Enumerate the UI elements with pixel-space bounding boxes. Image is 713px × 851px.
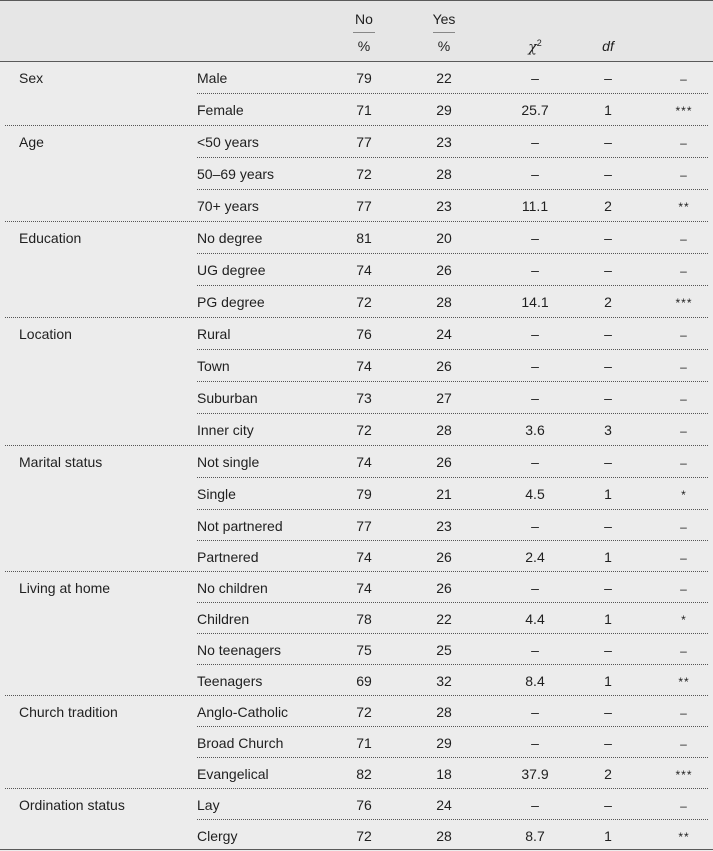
table-row: UG degree 74 26– – – bbox=[0, 254, 713, 286]
row-separator bbox=[197, 413, 708, 414]
row-separator bbox=[197, 757, 708, 758]
table-row: Teenagers 69 32 8.4 1 ** bbox=[0, 665, 713, 696]
table-row: 50–69 years 72 28– – – bbox=[0, 158, 713, 190]
header-yes-unit: % bbox=[437, 38, 451, 54]
row-level-label: Teenagers bbox=[197, 673, 263, 689]
table-row: Broad Church 71 29– – – bbox=[0, 727, 713, 758]
row-separator bbox=[5, 571, 708, 572]
row-separator bbox=[197, 349, 708, 350]
row-separator bbox=[197, 381, 708, 382]
row-separator bbox=[197, 157, 708, 158]
row-level-label: No degree bbox=[197, 230, 263, 246]
row-separator bbox=[5, 317, 708, 318]
row-level-label: Single bbox=[197, 486, 236, 502]
table-row: Sex Male 79 22– – – bbox=[0, 62, 713, 94]
header-no: No bbox=[355, 11, 373, 27]
row-level-label: Evangelical bbox=[197, 766, 269, 782]
row-level-label: Not single bbox=[197, 454, 260, 470]
header-yes: Yes bbox=[432, 11, 456, 27]
row-separator bbox=[197, 602, 708, 603]
row-group-label: Education bbox=[19, 230, 82, 246]
row-level-label: No children bbox=[197, 580, 268, 596]
table-row: Evangelical 82 18 37.9 2 *** bbox=[0, 758, 713, 789]
row-level-label: UG degree bbox=[197, 262, 266, 278]
table-row: Partnered 74 26 2.4 1– bbox=[0, 541, 713, 572]
table-row: Single 79 21 4.5 1 * bbox=[0, 478, 713, 510]
row-separator bbox=[197, 477, 708, 478]
row-level-label: 70+ years bbox=[197, 198, 259, 214]
table-row: Clergy 72 28 8.7 1 ** bbox=[197, 828, 690, 844]
row-level-label: Clergy bbox=[197, 828, 238, 844]
header-yes-rule bbox=[433, 32, 455, 33]
header-no-rule bbox=[353, 32, 375, 33]
row-level-label: Partnered bbox=[197, 549, 259, 565]
table-row: Education No degree 81 20– – – bbox=[0, 222, 713, 254]
row-separator bbox=[197, 93, 708, 94]
table-row: Children 78 22 4.4 1 * bbox=[0, 603, 713, 634]
table-row: Female 71 29 25.7 1 *** bbox=[0, 94, 713, 126]
row-group-label: Living at home bbox=[19, 580, 111, 596]
table-row: 70+ years 77 23 11.1 2 ** bbox=[0, 190, 713, 222]
row-group-label: Sex bbox=[19, 70, 44, 86]
row-group-label: Age bbox=[19, 134, 44, 150]
row-separator bbox=[5, 695, 708, 696]
row-level-label: 50–69 years bbox=[197, 166, 275, 182]
row-level-label: Broad Church bbox=[197, 735, 284, 751]
table-row: No teenagers 75 25– – – bbox=[0, 634, 713, 665]
table-row: Town 74 26– – – bbox=[0, 350, 713, 382]
row-level-label: No teenagers bbox=[197, 642, 282, 658]
row-level-label: Town bbox=[197, 358, 230, 374]
row-separator bbox=[197, 285, 708, 286]
row-group-label: Marital status bbox=[19, 454, 103, 470]
table-body: Sex Male 79 22– – – Female 71 29 25.7 1 *** Age <50 y… bbox=[0, 62, 713, 851]
table-header: No % Yes % χ2 df bbox=[0, 0, 713, 62]
row-separator bbox=[197, 253, 708, 254]
row-separator bbox=[197, 726, 708, 727]
table-row: Location Rural 76 24– – – bbox=[0, 318, 713, 350]
row-level-label: Anglo-Catholic bbox=[197, 704, 289, 720]
table-row: PG degree 72 28 14.1 2 *** bbox=[0, 286, 713, 318]
row-level-label: PG degree bbox=[197, 294, 265, 310]
table-row: Living at home No children 74 26– – – bbox=[0, 572, 713, 603]
row-separator bbox=[5, 788, 708, 789]
row-group-label: Church tradition bbox=[19, 704, 118, 720]
row-separator bbox=[5, 445, 708, 446]
header-df: df bbox=[602, 38, 614, 54]
row-separator bbox=[5, 125, 708, 126]
row-group-label: Ordination status bbox=[19, 797, 125, 813]
row-level-label: Rural bbox=[197, 326, 231, 342]
row-separator bbox=[197, 189, 708, 190]
row-separator bbox=[197, 819, 708, 820]
row-separator bbox=[5, 221, 708, 222]
table-row: Suburban 73 27– – – bbox=[0, 382, 713, 414]
row-level-label: Male bbox=[197, 70, 228, 86]
table-row: Not partnered 77 23– – – bbox=[0, 510, 713, 541]
table-row: Ordination status Lay 76 24– – – bbox=[0, 789, 713, 820]
header-chi-square: χ2 bbox=[528, 38, 542, 56]
row-level-label: Children bbox=[197, 611, 250, 627]
row-level-label: Female bbox=[197, 102, 244, 118]
row-separator bbox=[197, 540, 708, 541]
table-row: Age <50 years 77 23– – – bbox=[0, 126, 713, 158]
row-level-label: <50 years bbox=[197, 134, 259, 150]
table-row: Church tradition Anglo-Catholic 72 28– – – bbox=[0, 696, 713, 727]
row-level-label: Suburban bbox=[197, 390, 258, 406]
row-separator bbox=[197, 633, 708, 634]
row-group-label: Location bbox=[19, 326, 72, 342]
row-separator bbox=[197, 664, 708, 665]
row-separator bbox=[197, 509, 708, 510]
row-level-label: Inner city bbox=[197, 422, 254, 438]
table-bottom-rule bbox=[0, 849, 713, 850]
table-row: Marital status Not single 74 26– – – bbox=[0, 446, 713, 478]
row-level-label: Not partnered bbox=[197, 518, 283, 534]
row-level-label: Lay bbox=[197, 797, 220, 813]
table-row: Inner city 72 28 3.6 3– bbox=[0, 414, 713, 446]
header-no-unit: % bbox=[357, 38, 371, 54]
